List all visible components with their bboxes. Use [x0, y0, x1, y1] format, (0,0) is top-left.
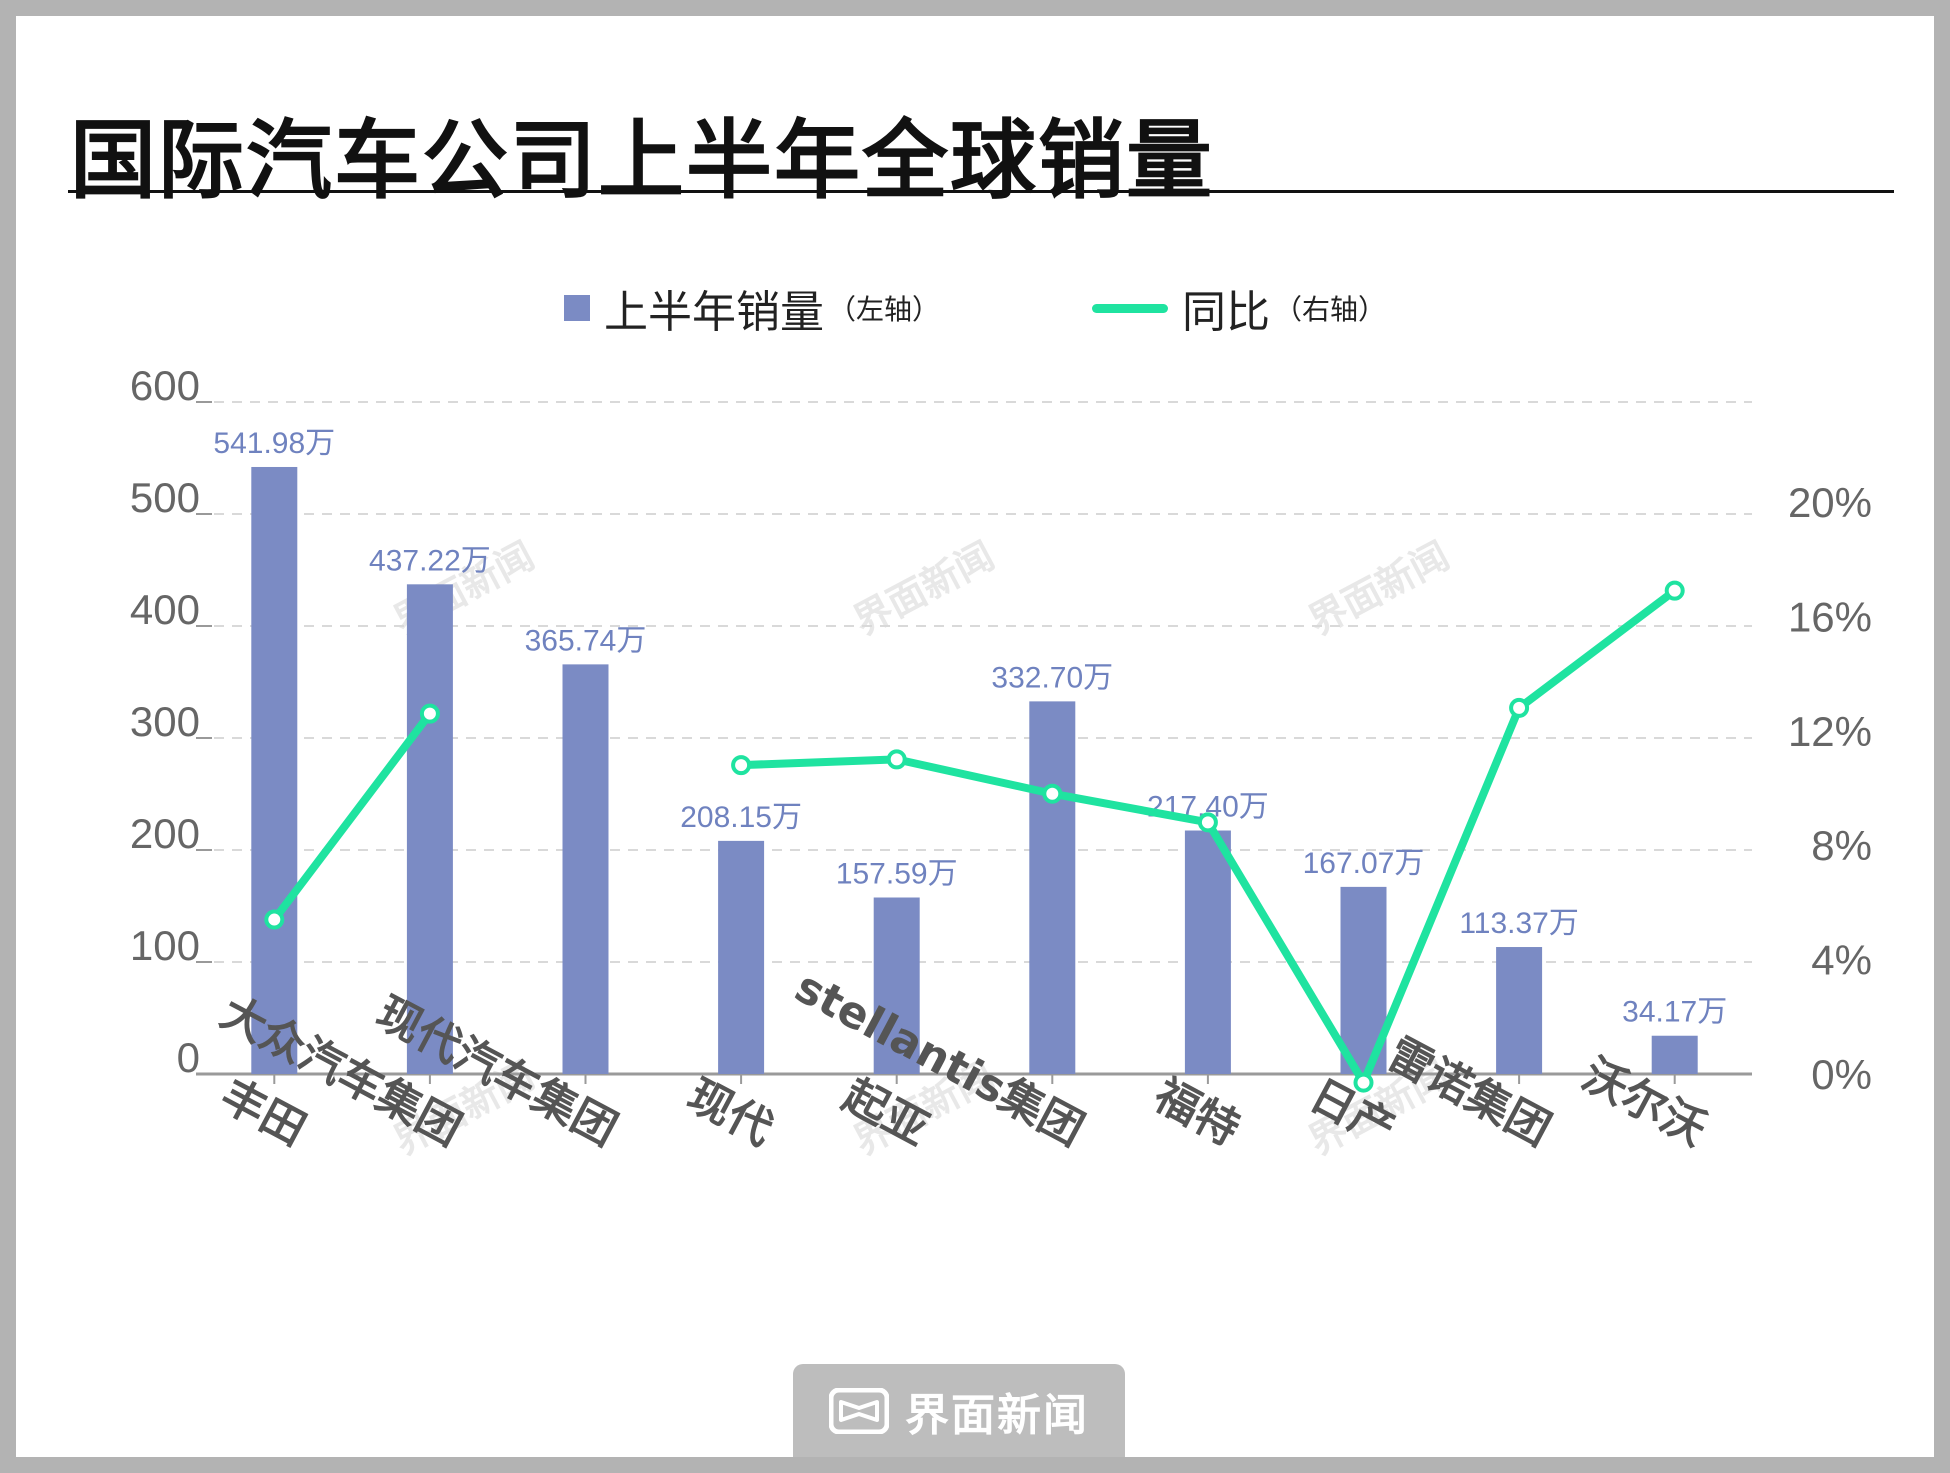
watermark-text: 界面新闻: [846, 533, 1001, 643]
bar-data-label: 541.98万: [213, 427, 335, 460]
yoy-point: [264, 909, 285, 930]
legend-swatch-bar: [564, 295, 590, 321]
title-divider: [68, 190, 1894, 193]
yoy-point: [1509, 697, 1530, 718]
watermark-text: 界面新闻: [1301, 533, 1456, 643]
bar: [406, 584, 453, 1074]
bar-data-label: 208.15万: [680, 801, 802, 834]
yoy-point: [1664, 580, 1685, 601]
yoy-point: [731, 755, 752, 776]
chart-title: 国际汽车公司上半年全球销量: [70, 111, 1214, 211]
bar: [873, 897, 920, 1074]
bar: [1651, 1035, 1698, 1074]
right-axis-tick-label: 4%: [1811, 937, 1872, 984]
left-axis-tick-label: 400: [130, 586, 200, 633]
bar-data-label: 157.59万: [836, 857, 958, 890]
legend-item-bar: 上半年销量 （左轴）: [564, 278, 940, 338]
legend-bar-label: 上半年销量: [604, 287, 824, 338]
right-axis-tick-label: 12%: [1788, 708, 1872, 755]
legend-line-label: 同比: [1182, 287, 1270, 338]
bar-data-label: 332.70万: [991, 661, 1113, 694]
left-axis-tick-label: 300: [130, 698, 200, 745]
left-axis-tick-label: 100: [130, 922, 200, 969]
bar-data-label: 437.22万: [369, 544, 491, 577]
footer-badge: 界面新闻: [793, 1364, 1125, 1457]
legend-item-line: 同比 （右轴）: [1092, 278, 1386, 338]
legend-line-note: （右轴）: [1274, 293, 1387, 326]
bar: [718, 840, 765, 1074]
bar: [1496, 947, 1543, 1074]
x-axis-category-label: 现代: [679, 1070, 781, 1156]
x-axis-category-label: 福特: [1145, 1069, 1248, 1156]
yoy-point: [886, 749, 907, 770]
bar-data-label: 113.37万: [1459, 907, 1579, 940]
x-axis-category-label: 丰田: [212, 1070, 314, 1156]
bar: [1184, 830, 1231, 1074]
yoy-point: [1353, 1072, 1374, 1093]
right-axis-tick-label: 8%: [1811, 822, 1872, 869]
yoy-point: [1197, 812, 1218, 833]
left-axis-tick-label: 500: [130, 474, 200, 521]
legend-bar-note: （左轴）: [828, 293, 941, 326]
yoy-line: [270, 709, 434, 924]
right-axis-tick-label: 0%: [1811, 1051, 1872, 1098]
left-axis-tick-label: 200: [130, 810, 200, 857]
footer-brand: 界面新闻: [905, 1389, 1089, 1441]
bar: [1029, 701, 1076, 1074]
bar-data-label: 34.17万: [1622, 996, 1727, 1029]
right-axis-tick-label: 20%: [1788, 479, 1872, 526]
legend-swatch-line: [1092, 303, 1168, 313]
left-axis-tick-label: 0: [177, 1034, 200, 1081]
legend: 上半年销量 （左轴） 同比 （右轴）: [16, 278, 1934, 338]
bar: [251, 466, 298, 1074]
bar-data-label: 365.74万: [525, 624, 647, 657]
yoy-point: [1042, 783, 1063, 804]
bar: [562, 664, 609, 1074]
right-axis-tick-label: 16%: [1788, 593, 1872, 640]
chart-card: 国际汽车公司上半年全球销量 上半年销量 （左轴） 同比 （右轴） 界面新闻: [16, 16, 1934, 1457]
bar-data-label: 167.07万: [1303, 847, 1425, 880]
yoy-point: [419, 703, 440, 724]
left-axis-tick-label: 600: [130, 362, 200, 409]
brand-logo-icon: [829, 1387, 889, 1434]
